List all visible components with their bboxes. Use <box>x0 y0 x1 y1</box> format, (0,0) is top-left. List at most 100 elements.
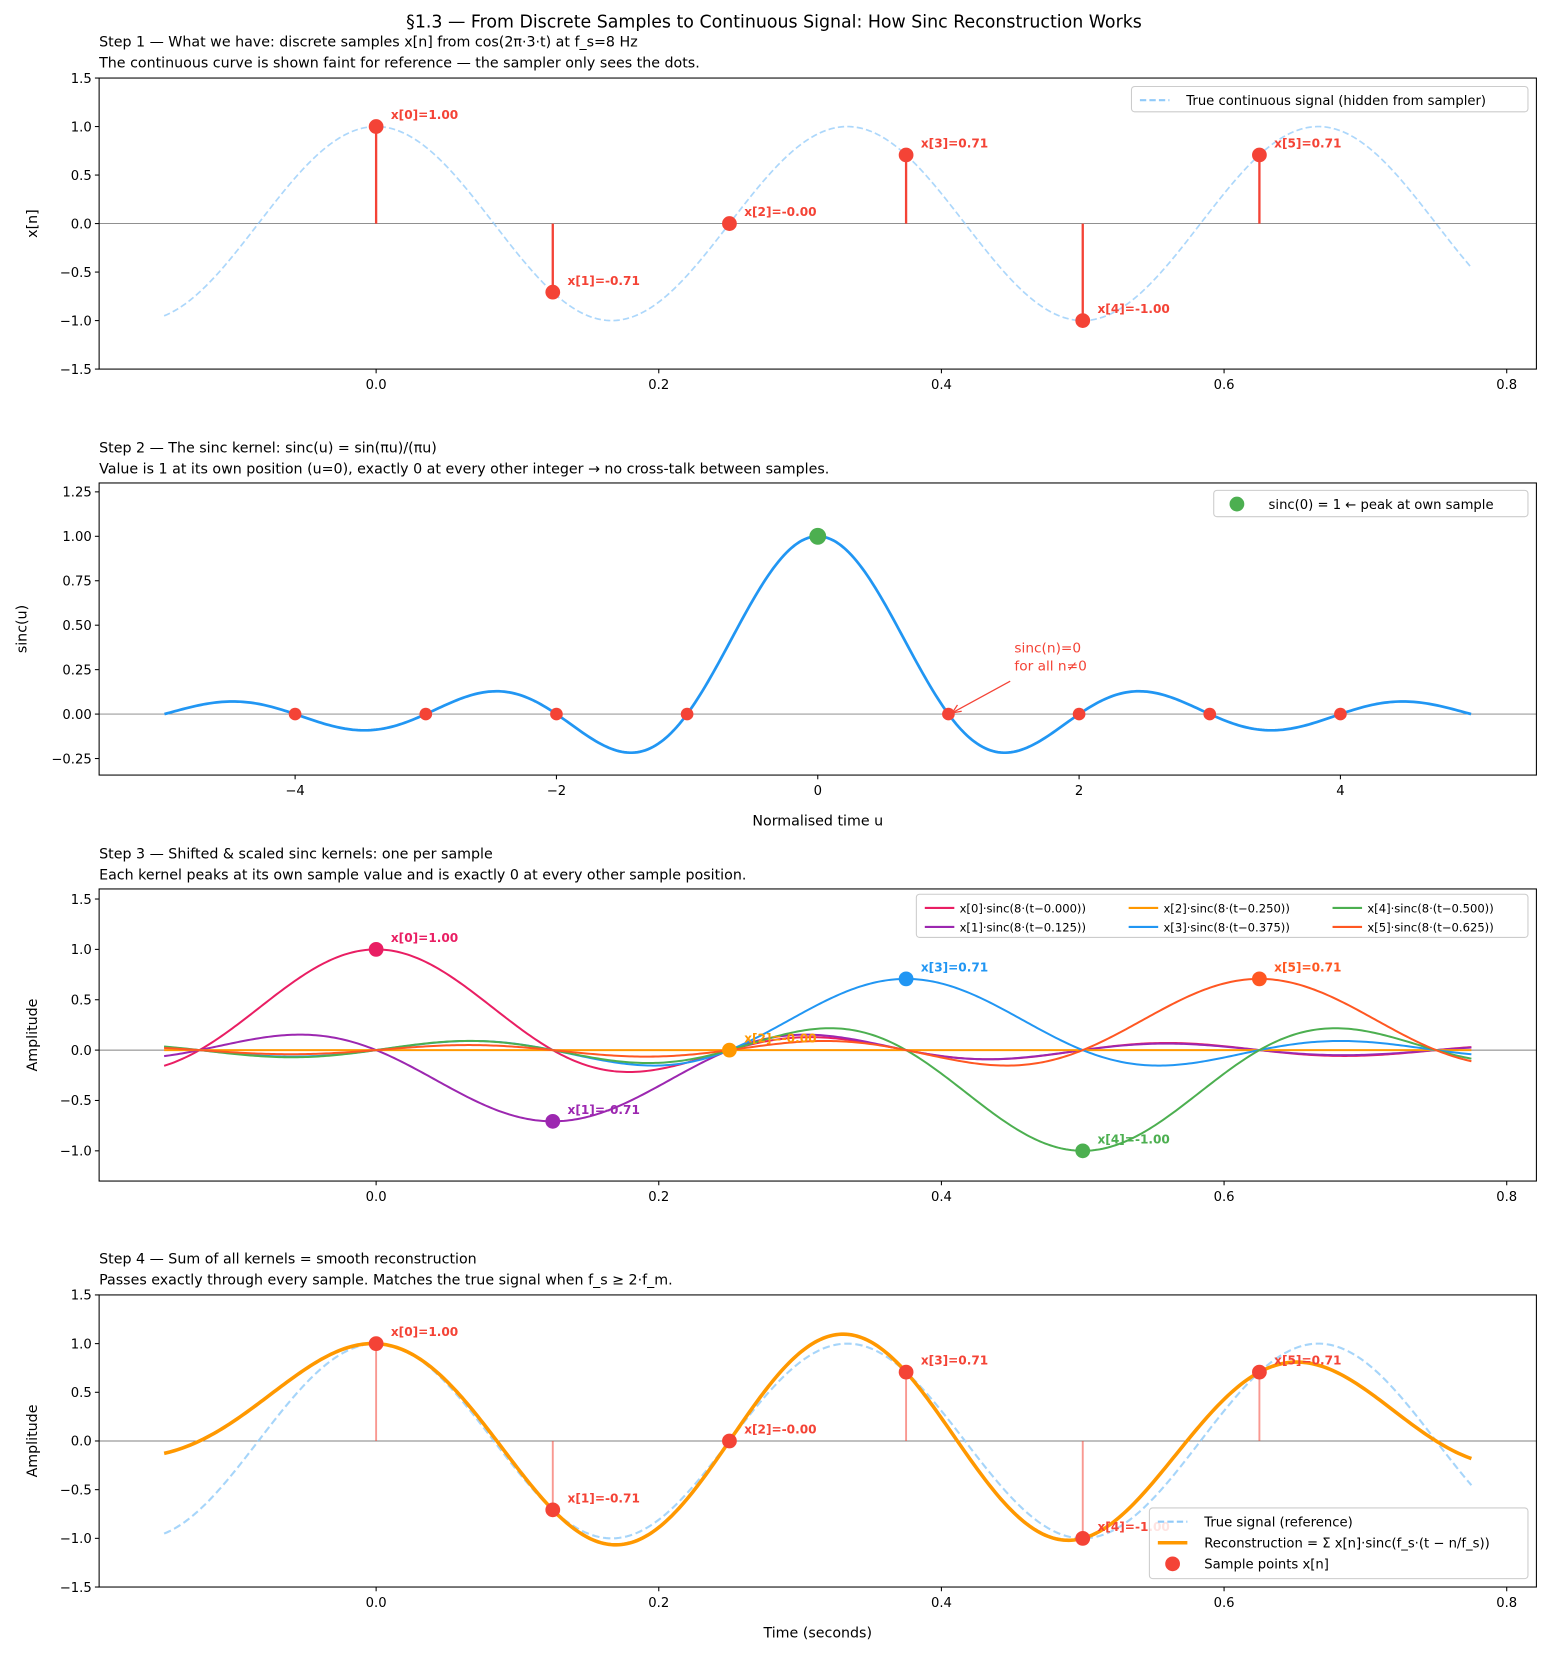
true-signal-line <box>163 1342 1473 1540</box>
legend-label: True signal (reference) <box>1203 1515 1353 1530</box>
legend: sinc(0) = 1 ← peak at own sample <box>1213 489 1529 518</box>
arrow-head <box>951 704 962 714</box>
y-tick-label: 0.75 <box>62 574 91 589</box>
kernel-peak-point <box>545 1113 561 1129</box>
sample-annotation: x[2]=-0.00 <box>744 205 816 219</box>
sample-annotation: x[3]=0.71 <box>921 961 988 975</box>
y-tick-label: −0.25 <box>51 752 91 767</box>
x-tick-label: 2 <box>1075 784 1083 799</box>
sample-point <box>368 119 384 134</box>
y-tick-label: 1.0 <box>71 120 92 135</box>
x-tick-label: 4 <box>1336 784 1344 799</box>
x-tick-label: 0.2 <box>648 378 669 393</box>
x-tick-label: 0.8 <box>1496 1596 1517 1611</box>
x-tick-label: 0.0 <box>366 378 387 393</box>
legend: True signal (reference) Reconstruction = … <box>1148 1507 1529 1580</box>
kernel-peak-point <box>898 971 914 987</box>
step1-subtitle: The continuous curve is shown faint for … <box>98 55 700 71</box>
sample-point <box>722 1433 737 1449</box>
legend: True continuous signal (hidden from samp… <box>1130 85 1529 113</box>
sample-annotation: x[5]=0.71 <box>1274 137 1341 151</box>
sample-annotation: x[1]=-0.71 <box>568 274 640 288</box>
step4-title: Step 4 — Sum of all kernels = smooth rec… <box>99 1251 477 1267</box>
y-tick-label: 0.50 <box>62 619 91 634</box>
sample-annotation: x[1]=-0.71 <box>568 1103 640 1117</box>
x-tick-label: 0.2 <box>648 1190 669 1205</box>
sinc-curve <box>164 534 1472 755</box>
y-axis-label: x[n] <box>25 209 41 238</box>
x-axis-label: Normalised time u <box>752 814 883 830</box>
x-tick-label: 0.4 <box>931 378 952 393</box>
y-axis-label: Amplitude <box>25 1405 41 1478</box>
y-tick-label: 1.5 <box>71 72 92 87</box>
annotation-arrow <box>951 680 1011 714</box>
y-tick-label: 0.0 <box>71 1435 92 1450</box>
y-tick-label: −1.0 <box>60 314 92 329</box>
sample-annotation: x[3]=0.71 <box>921 137 988 151</box>
x-tick-label: 0.8 <box>1496 1190 1517 1205</box>
sample-annotation: x[0]=1.00 <box>391 108 458 122</box>
sample-annotation: x[0]=1.00 <box>391 1325 458 1339</box>
step2-title: Step 2 — The sinc kernel: sinc(u) = sin(… <box>99 440 437 456</box>
sample-annotation: x[2]=-0.00 <box>744 1423 816 1437</box>
zero-crossing-point <box>942 707 955 721</box>
figure-title: §1.3 — From Discrete Samples to Continuo… <box>406 12 1142 32</box>
y-tick-label: 1.25 <box>62 486 91 501</box>
y-tick-label: 0.5 <box>71 1386 92 1401</box>
axes-frame <box>98 888 1537 1182</box>
legend-box <box>1148 1507 1529 1580</box>
y-axis-label: Amplitude <box>25 999 41 1072</box>
sample-annotation: x[3]=0.71 <box>921 1354 988 1368</box>
sample-point <box>1252 1364 1267 1380</box>
y-tick-label: −0.5 <box>60 1094 92 1109</box>
zero-crossing-point <box>1203 707 1217 721</box>
step2-subtitle: Value is 1 at its own position (u=0), ex… <box>99 461 829 477</box>
x-tick-label: 0.2 <box>648 1596 669 1611</box>
x-tick-label: 0.0 <box>366 1596 387 1611</box>
kernel-peak-point <box>722 1042 737 1058</box>
sample-annotation: x[0]=1.00 <box>391 931 458 945</box>
x-tick-label: −2 <box>547 784 566 799</box>
sample-point <box>722 216 737 231</box>
y-tick-label: 0.5 <box>71 993 92 1008</box>
legend-label: x[1]·sinc(8·(t−0.125)) <box>960 921 1086 935</box>
step2-axes: −4 −2 0 2 4 −0.25 0.00 0.25 0.50 0.75 1.00 1.25 sinc… <box>14 482 1537 830</box>
zero-crossing-point <box>680 707 694 721</box>
legend-label: x[2]·sinc(8·(t−0.250)) <box>1163 902 1289 916</box>
peak-point <box>809 527 827 545</box>
step1-title: Step 1 — What we have: discrete samples … <box>99 34 638 50</box>
axes-frame <box>98 77 1537 370</box>
y-tick-label: 1.5 <box>71 893 92 908</box>
y-tick-label: 0.00 <box>62 708 91 723</box>
x-tick-label: 0.6 <box>1214 1596 1235 1611</box>
step3-title: Step 3 — Shifted & scaled sinc kernels: … <box>99 846 493 862</box>
y-tick-label: 0.0 <box>71 1044 92 1059</box>
y-tick-label: 1.0 <box>71 1337 92 1352</box>
legend-box <box>1130 85 1529 113</box>
sample-point <box>898 1364 914 1380</box>
y-tick-label: 1.5 <box>71 1289 92 1304</box>
x-tick-label: 0.6 <box>1214 1190 1235 1205</box>
x-tick-label: 0.4 <box>931 1190 952 1205</box>
legend-label: x[3]·sinc(8·(t−0.375)) <box>1163 921 1289 935</box>
x-tick-label: 0.4 <box>931 1596 952 1611</box>
sample-point <box>545 284 561 300</box>
axes-frame <box>98 482 1537 776</box>
y-tick-label: 0.0 <box>71 217 92 232</box>
sample-point <box>545 1502 561 1518</box>
legend-box <box>1213 489 1529 518</box>
legend-label: True continuous signal (hidden from samp… <box>1185 94 1486 109</box>
sample-annotation: x[5]=0.71 <box>1274 1354 1341 1368</box>
legend-box <box>915 893 1529 938</box>
annotation-line-2: for all n≠0 <box>1014 659 1086 675</box>
legend-label: Sample points x[n] <box>1204 1558 1329 1573</box>
y-tick-label: −1.5 <box>60 1581 92 1596</box>
sample-point <box>1252 147 1267 163</box>
x-tick-label: 0.0 <box>366 1190 387 1205</box>
kernel-peak-point <box>368 942 384 957</box>
zero-crossing-point <box>1334 707 1347 721</box>
step1-axes: 0.0 0.2 0.4 0.6 0.8 −1.5 −1.0 −0.5 0.0 0.5 1.0 1.5 x… <box>25 72 1537 393</box>
legend-label: x[0]·sinc(8·(t−0.000)) <box>960 902 1086 916</box>
axes-frame <box>98 1294 1537 1588</box>
